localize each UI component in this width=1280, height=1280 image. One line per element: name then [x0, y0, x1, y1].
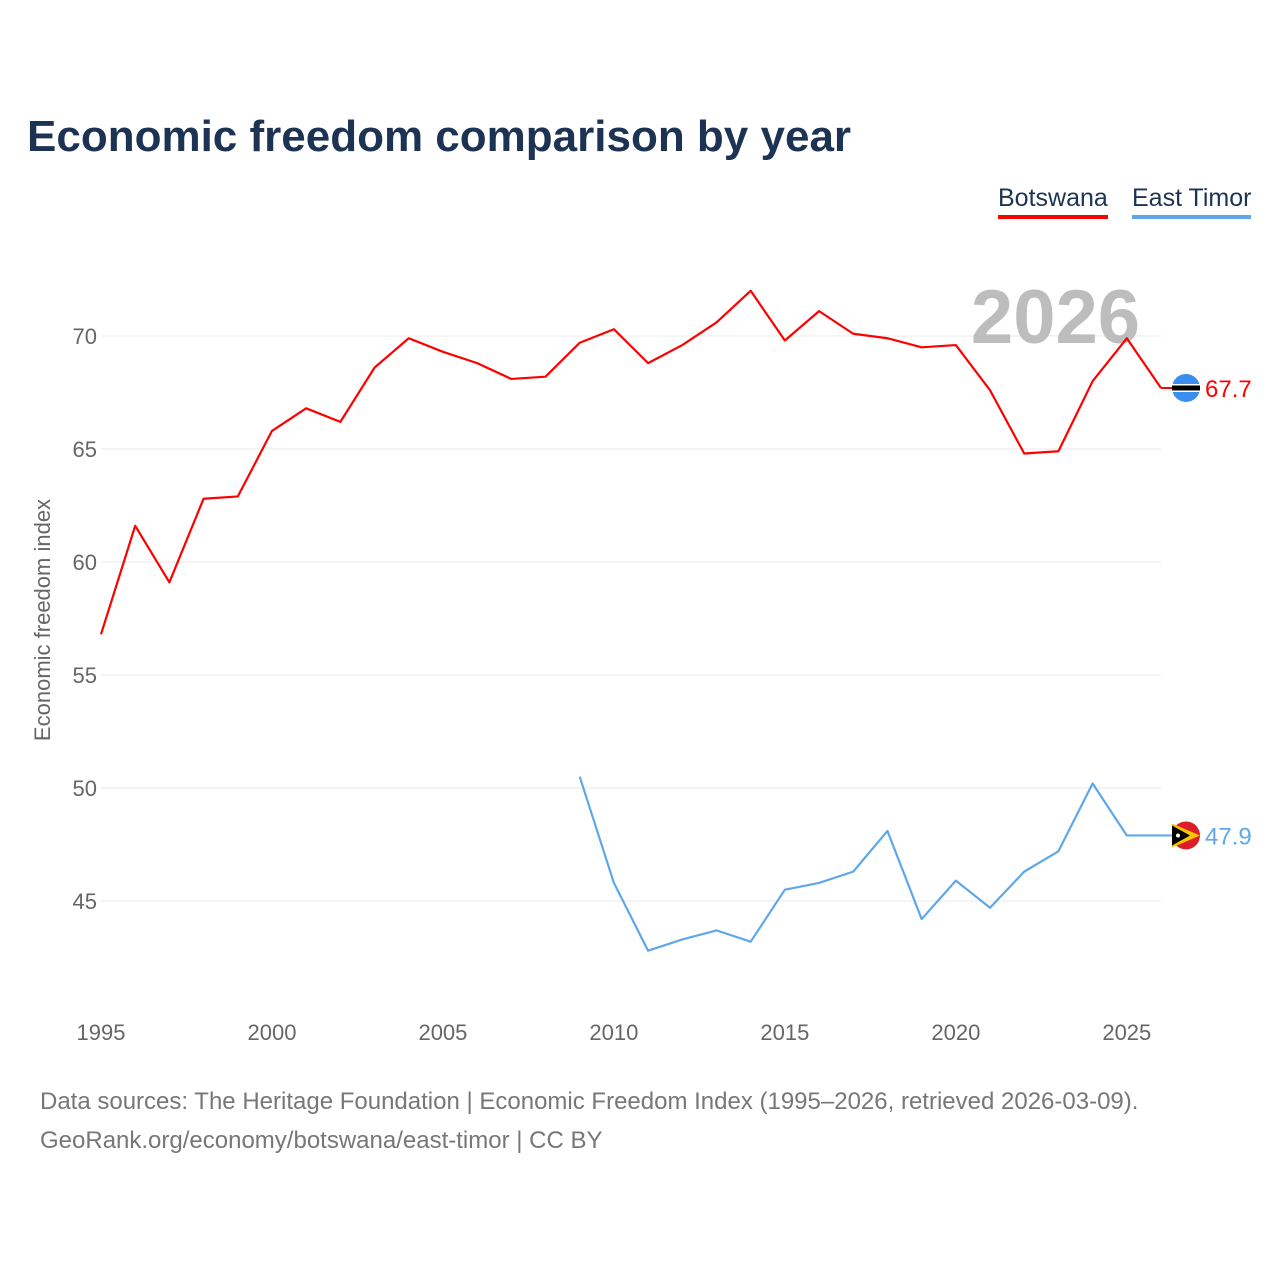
- y-tick-label: 55: [73, 663, 97, 688]
- legend-botswana[interactable]: Botswana: [998, 184, 1108, 219]
- flag-triangle: [1172, 825, 1190, 846]
- x-tick-label: 2020: [931, 1020, 980, 1045]
- footer-attribution: GeoRank.org/economy/botswana/east-timor …: [40, 1127, 603, 1154]
- x-tick-label: 2005: [418, 1020, 467, 1045]
- y-tick-label: 70: [73, 324, 97, 349]
- y-tick-label: 50: [73, 776, 97, 801]
- x-tick-label: 2015: [760, 1020, 809, 1045]
- end-value-label: 67.7: [1205, 376, 1252, 403]
- series-line-east-timor: [578, 776, 1161, 952]
- flag-stripe: [1172, 385, 1200, 391]
- year-watermark: 2026: [971, 275, 1140, 360]
- x-tick-label: 2000: [247, 1020, 296, 1045]
- footer-sources: Data sources: The Heritage Foundation | …: [40, 1088, 1139, 1115]
- y-tick-label: 65: [73, 437, 97, 462]
- end-value-label: 47.9: [1205, 823, 1252, 850]
- y-tick-label: 45: [73, 889, 97, 914]
- series-line-botswana: [99, 289, 1162, 635]
- flag-star: [1176, 833, 1180, 838]
- x-tick-label: 2010: [589, 1020, 638, 1045]
- x-tick-label: 2025: [1102, 1020, 1151, 1045]
- y-tick-label: 60: [73, 550, 97, 575]
- y-axis-label: Economic freedom index: [30, 499, 55, 741]
- x-tick-label: 1995: [77, 1020, 126, 1045]
- legend-east-timor[interactable]: East Timor: [1132, 184, 1252, 219]
- chart-title: Economic freedom comparison by year: [27, 112, 852, 161]
